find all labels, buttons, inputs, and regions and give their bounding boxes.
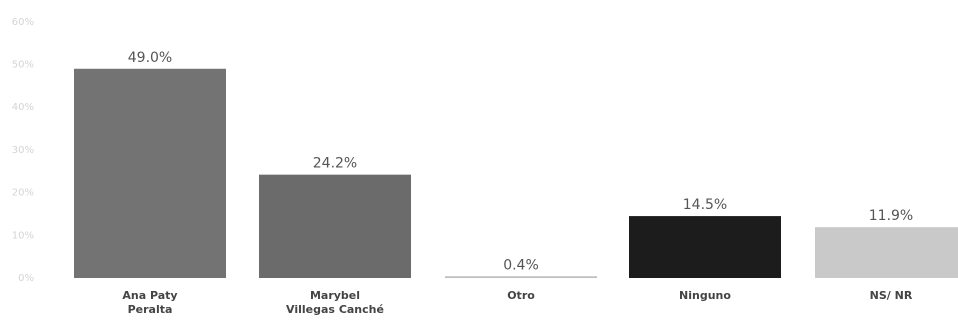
y-tick-label: 40% <box>12 102 34 113</box>
bar <box>629 216 781 278</box>
bar <box>259 174 411 278</box>
bars <box>74 68 958 279</box>
bar <box>815 227 958 278</box>
bar <box>445 276 597 278</box>
category-label: Peralta <box>128 303 173 316</box>
y-axis: 0% 10% 20% 30% 40% 50% 60% <box>12 17 34 284</box>
y-tick-label: 50% <box>12 60 34 71</box>
data-label: 11.9% <box>869 208 913 224</box>
bar <box>74 68 226 279</box>
data-labels: 49.0% 24.2% 0.4% 14.5% 11.9% <box>128 50 913 274</box>
y-tick-label: 30% <box>12 145 34 156</box>
category-label: Otro <box>507 289 535 302</box>
y-tick-label: 60% <box>12 17 34 28</box>
category-label: NS/ NR <box>870 289 913 302</box>
category-label: Villegas Canché <box>286 303 384 316</box>
y-tick-label: 20% <box>12 188 34 199</box>
data-label: 49.0% <box>128 50 172 66</box>
data-label: 24.2% <box>313 156 357 172</box>
category-label: Marybel <box>310 289 360 302</box>
category-label: Ana Paty <box>122 289 177 302</box>
data-label: 14.5% <box>683 197 727 213</box>
category-label: Ninguno <box>679 289 731 302</box>
data-label: 0.4% <box>503 257 539 273</box>
y-tick-label: 0% <box>18 273 34 284</box>
y-tick-label: 10% <box>12 230 34 241</box>
